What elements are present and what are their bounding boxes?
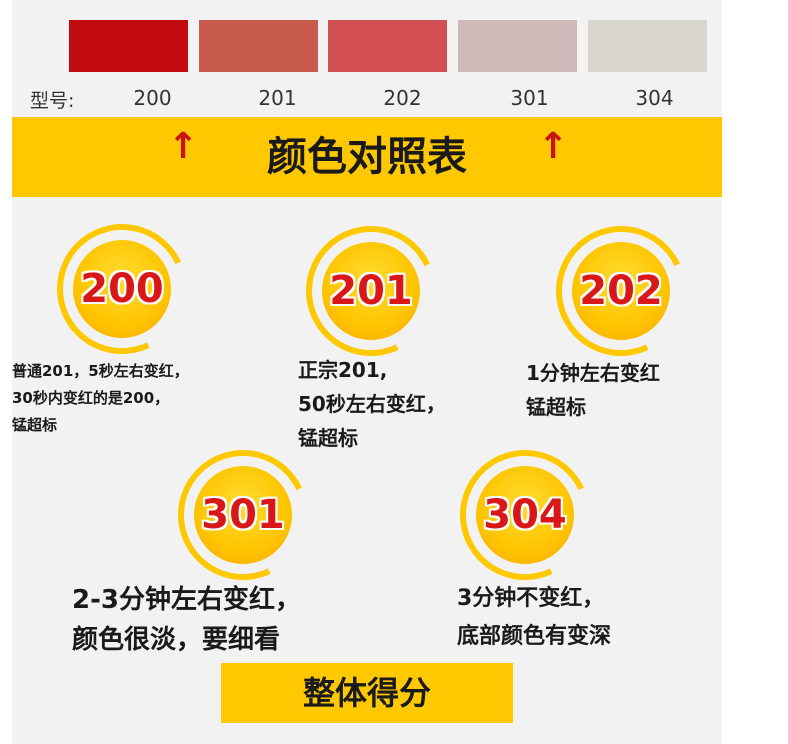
desc-304: 3分钟不变红， 底部颜色有变深 <box>457 580 611 656</box>
desc-301: 2-3分钟左右变红， 颜色很淡，要细看 <box>72 580 301 660</box>
badge-circle <box>476 466 574 564</box>
desc-line: 2-3分钟左右变红， <box>72 585 301 615</box>
swatch-code-301: 301 <box>510 86 549 110</box>
desc-line: 普通201，5秒左右变红， <box>12 362 189 380</box>
badge-number: 201 <box>329 268 413 314</box>
desc-line: 正宗201, <box>298 358 388 382</box>
page-title: 颜色对照表 <box>267 134 467 180</box>
desc-line: 底部颜色有变深 <box>457 624 612 649</box>
badge-201: 201 <box>287 207 455 375</box>
desc-201: 正宗201, 50秒左右变红， 锰超标 <box>298 353 446 455</box>
badge-circle <box>194 466 292 564</box>
badge-202: 202 <box>537 207 705 375</box>
badge-number: 301 <box>201 492 285 538</box>
swatch-200 <box>69 20 188 72</box>
badge-number: 304 <box>483 492 567 538</box>
badge-304: 304 <box>441 431 609 599</box>
badge-number: 200 <box>80 266 164 312</box>
badge-301: 301 <box>159 431 327 599</box>
badge-circle <box>73 240 171 338</box>
swatch-code-304: 304 <box>635 86 674 110</box>
badge-circle <box>322 242 420 340</box>
score-bar: 整体得分 <box>221 663 513 723</box>
swatch-202 <box>328 20 447 72</box>
desc-200: 普通201，5秒左右变红， 30秒内变红的是200， 锰超标 <box>12 358 189 439</box>
model-label: 型号: <box>30 90 75 112</box>
badge-number: 202 <box>579 268 663 314</box>
swatch-code-202: 202 <box>383 86 422 110</box>
title-bar: 颜色对照表 <box>12 117 722 197</box>
up-arrow-icon: ↑ <box>538 126 569 167</box>
desc-line: 锰超标 <box>298 426 358 450</box>
desc-line: 50秒左右变红， <box>298 392 446 416</box>
desc-line: 30秒内变红的是200， <box>12 389 170 407</box>
desc-line: 锰超标 <box>12 416 58 434</box>
swatch-301 <box>458 20 577 72</box>
swatch-201 <box>199 20 318 72</box>
swatch-304 <box>588 20 707 72</box>
desc-line: 颜色很淡，要细看 <box>72 625 281 655</box>
desc-line: 1分钟左右变红 <box>526 361 660 385</box>
score-label: 整体得分 <box>302 674 431 712</box>
up-arrow-icon: ↑ <box>168 126 199 167</box>
desc-202: 1分钟左右变红 锰超标 <box>526 356 660 424</box>
badge-circle <box>572 242 670 340</box>
desc-line: 3分钟不变红， <box>457 586 605 611</box>
swatch-code-201: 201 <box>258 86 297 110</box>
desc-line: 锰超标 <box>526 395 586 419</box>
badge-200: 200 <box>38 205 206 373</box>
swatch-code-200: 200 <box>133 86 172 110</box>
